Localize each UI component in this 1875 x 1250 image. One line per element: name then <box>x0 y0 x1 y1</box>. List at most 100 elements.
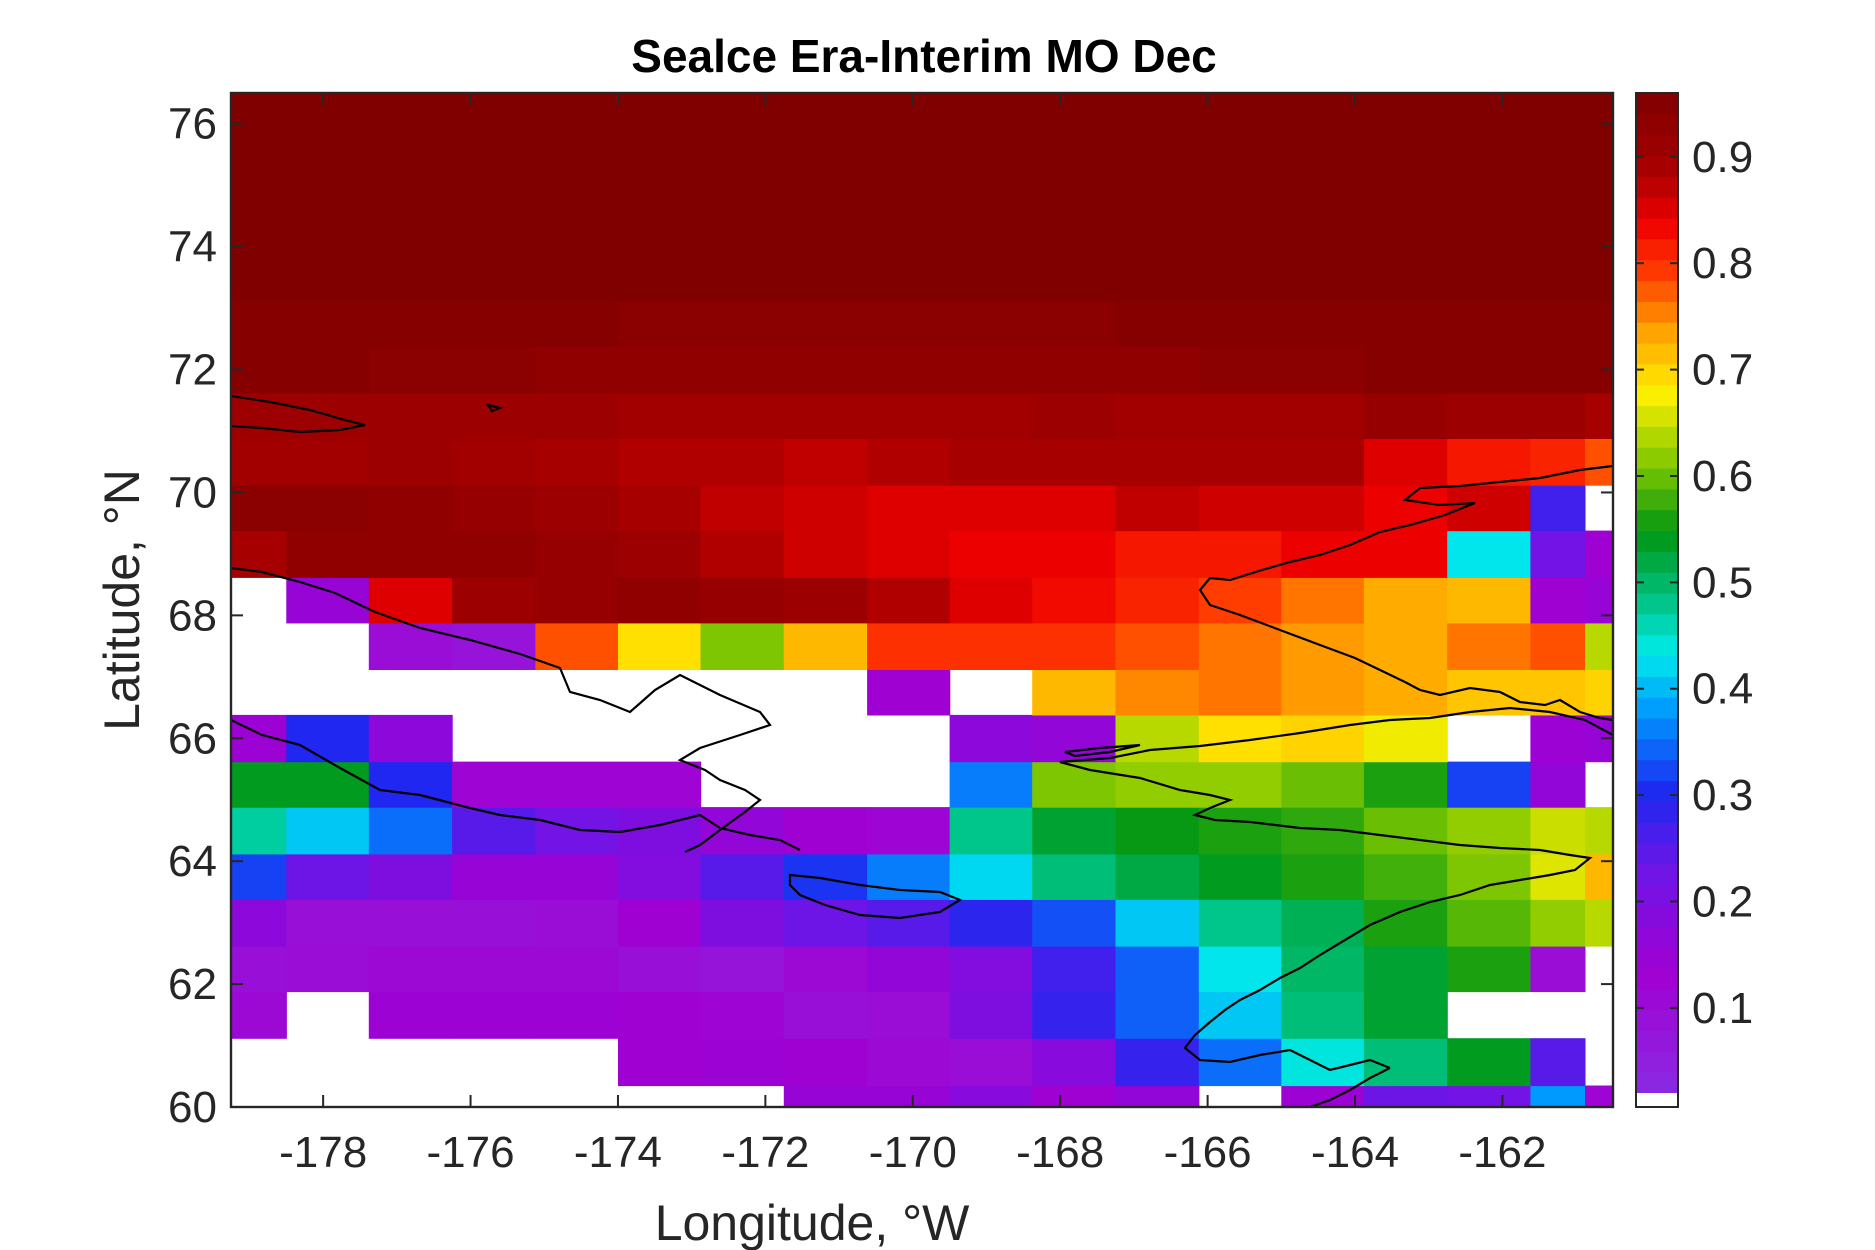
colorbar-tick-label: 0.2 <box>1692 878 1753 927</box>
colorbar-band <box>1636 676 1678 698</box>
heatmap-cell <box>1530 346 1586 394</box>
heatmap-cell <box>1198 669 1282 716</box>
colorbar-band <box>1636 176 1678 198</box>
heatmap-cell <box>949 761 1033 808</box>
colorbar-band <box>1636 259 1678 282</box>
colorbar-band <box>1636 655 1678 677</box>
heatmap-cell <box>949 807 1033 855</box>
heatmap-cell <box>535 346 619 394</box>
colorbar-band <box>1636 1009 1678 1032</box>
heatmap-cell <box>535 622 619 670</box>
heatmap-cell <box>1363 1085 1448 1107</box>
heatmap-cell <box>783 530 868 578</box>
chart-title: Sealce Era-Interim MO Dec <box>631 30 1216 82</box>
heatmap-cell <box>1198 853 1282 900</box>
heatmap-cell <box>618 761 702 808</box>
heatmap-cell <box>1447 1038 1532 1087</box>
heatmap-cell <box>1363 622 1448 670</box>
heatmap-cell <box>1447 93 1532 302</box>
heatmap-cell <box>1115 392 1200 439</box>
heatmap-cell <box>1198 93 1282 302</box>
heatmap-cell <box>1585 392 1613 439</box>
colorbar-tick-label: 0.9 <box>1692 133 1753 182</box>
heatmap-cell <box>1115 530 1200 578</box>
heatmap-cell <box>1032 899 1117 947</box>
colorbar-band <box>1636 843 1678 865</box>
heatmap-cell <box>700 485 785 532</box>
colorbar-band <box>1636 738 1678 761</box>
heatmap-cell <box>1585 93 1613 302</box>
heatmap-cell <box>368 93 453 302</box>
heatmap-cell <box>231 438 287 486</box>
heatmap-cell <box>618 438 702 486</box>
heatmap-cell <box>452 300 536 347</box>
heatmap-cell <box>949 1085 1033 1107</box>
heatmap-cell <box>535 991 619 1039</box>
x-tick-label: -164 <box>1311 1128 1399 1177</box>
heatmap-cell <box>1363 853 1448 900</box>
heatmap-cell <box>700 622 785 670</box>
heatmap-cell <box>867 1085 951 1107</box>
colorbar-band <box>1636 593 1678 615</box>
heatmap-cell <box>452 485 536 532</box>
colorbar-band <box>1636 801 1678 823</box>
heatmap-cell <box>286 93 370 302</box>
heatmap-cell <box>1281 761 1365 808</box>
heatmap-cell <box>452 807 536 855</box>
heatmap-cell <box>1363 761 1448 808</box>
heatmap-cell <box>949 622 1033 670</box>
heatmap-cell <box>368 807 453 855</box>
colorbar-band <box>1636 1051 1678 1073</box>
heatmap-cell <box>618 300 702 347</box>
heatmap-cell <box>1363 577 1448 624</box>
heatmap-cell <box>1530 1085 1586 1107</box>
colorbar: 0.1 0.2 0.3 0.4 0.5 0.6 0.7 0.8 0.9 <box>1635 92 1753 1108</box>
colorbar-band <box>1636 113 1678 136</box>
heatmap-cell <box>1447 853 1532 900</box>
heatmap-cell <box>1032 714 1117 763</box>
heatmap-cell <box>949 93 1033 302</box>
heatmap-cell <box>1281 714 1365 763</box>
heatmap-cell <box>867 899 951 947</box>
heatmap-cell <box>1363 438 1448 486</box>
heatmap-cell <box>368 622 453 670</box>
heatmap-cell <box>1032 761 1117 808</box>
heatmap-cell <box>783 946 868 993</box>
heatmap-cell <box>535 530 619 578</box>
heatmap-cell <box>1198 346 1282 394</box>
heatmap-cell <box>1530 530 1586 578</box>
y-tick-label: 68 <box>168 591 217 640</box>
heatmap-cell <box>1530 93 1586 302</box>
heatmap-cell <box>1530 669 1586 716</box>
heatmap-cell <box>1032 622 1117 670</box>
heatmap-cell <box>783 577 868 624</box>
heatmap-cell <box>535 853 619 900</box>
heatmap-cell <box>1115 577 1200 624</box>
heatmap-cell <box>618 946 702 993</box>
heatmap-cell <box>700 300 785 347</box>
y-tick-label: 62 <box>168 960 217 1009</box>
heatmap-cell <box>1363 93 1448 302</box>
heatmap-cell <box>783 991 868 1039</box>
heatmap-cell <box>1281 93 1365 302</box>
heatmap-cell <box>1281 438 1365 486</box>
heatmap-cell <box>286 530 370 578</box>
heatmap-cell <box>1447 946 1532 993</box>
heatmap-cell <box>368 946 453 993</box>
heatmap-cell <box>949 899 1033 947</box>
heatmap-cell <box>1198 530 1282 578</box>
coastline-st-lawrence <box>788 873 963 920</box>
heatmap-cell <box>618 899 702 947</box>
heatmap-cell <box>949 991 1033 1039</box>
colorbar-band <box>1636 863 1678 886</box>
colorbar-band <box>1636 988 1678 1011</box>
heatmap-cell <box>618 853 702 900</box>
heatmap-cell <box>783 1085 868 1107</box>
heatmap-cell <box>867 946 951 993</box>
coastline-norton <box>1183 873 1551 1072</box>
heatmap-cell <box>783 93 868 302</box>
heatmap-cell <box>1585 530 1613 578</box>
heatmap-cell <box>700 946 785 993</box>
colorbar-band <box>1636 1030 1678 1052</box>
heatmap-cell <box>1281 899 1365 947</box>
